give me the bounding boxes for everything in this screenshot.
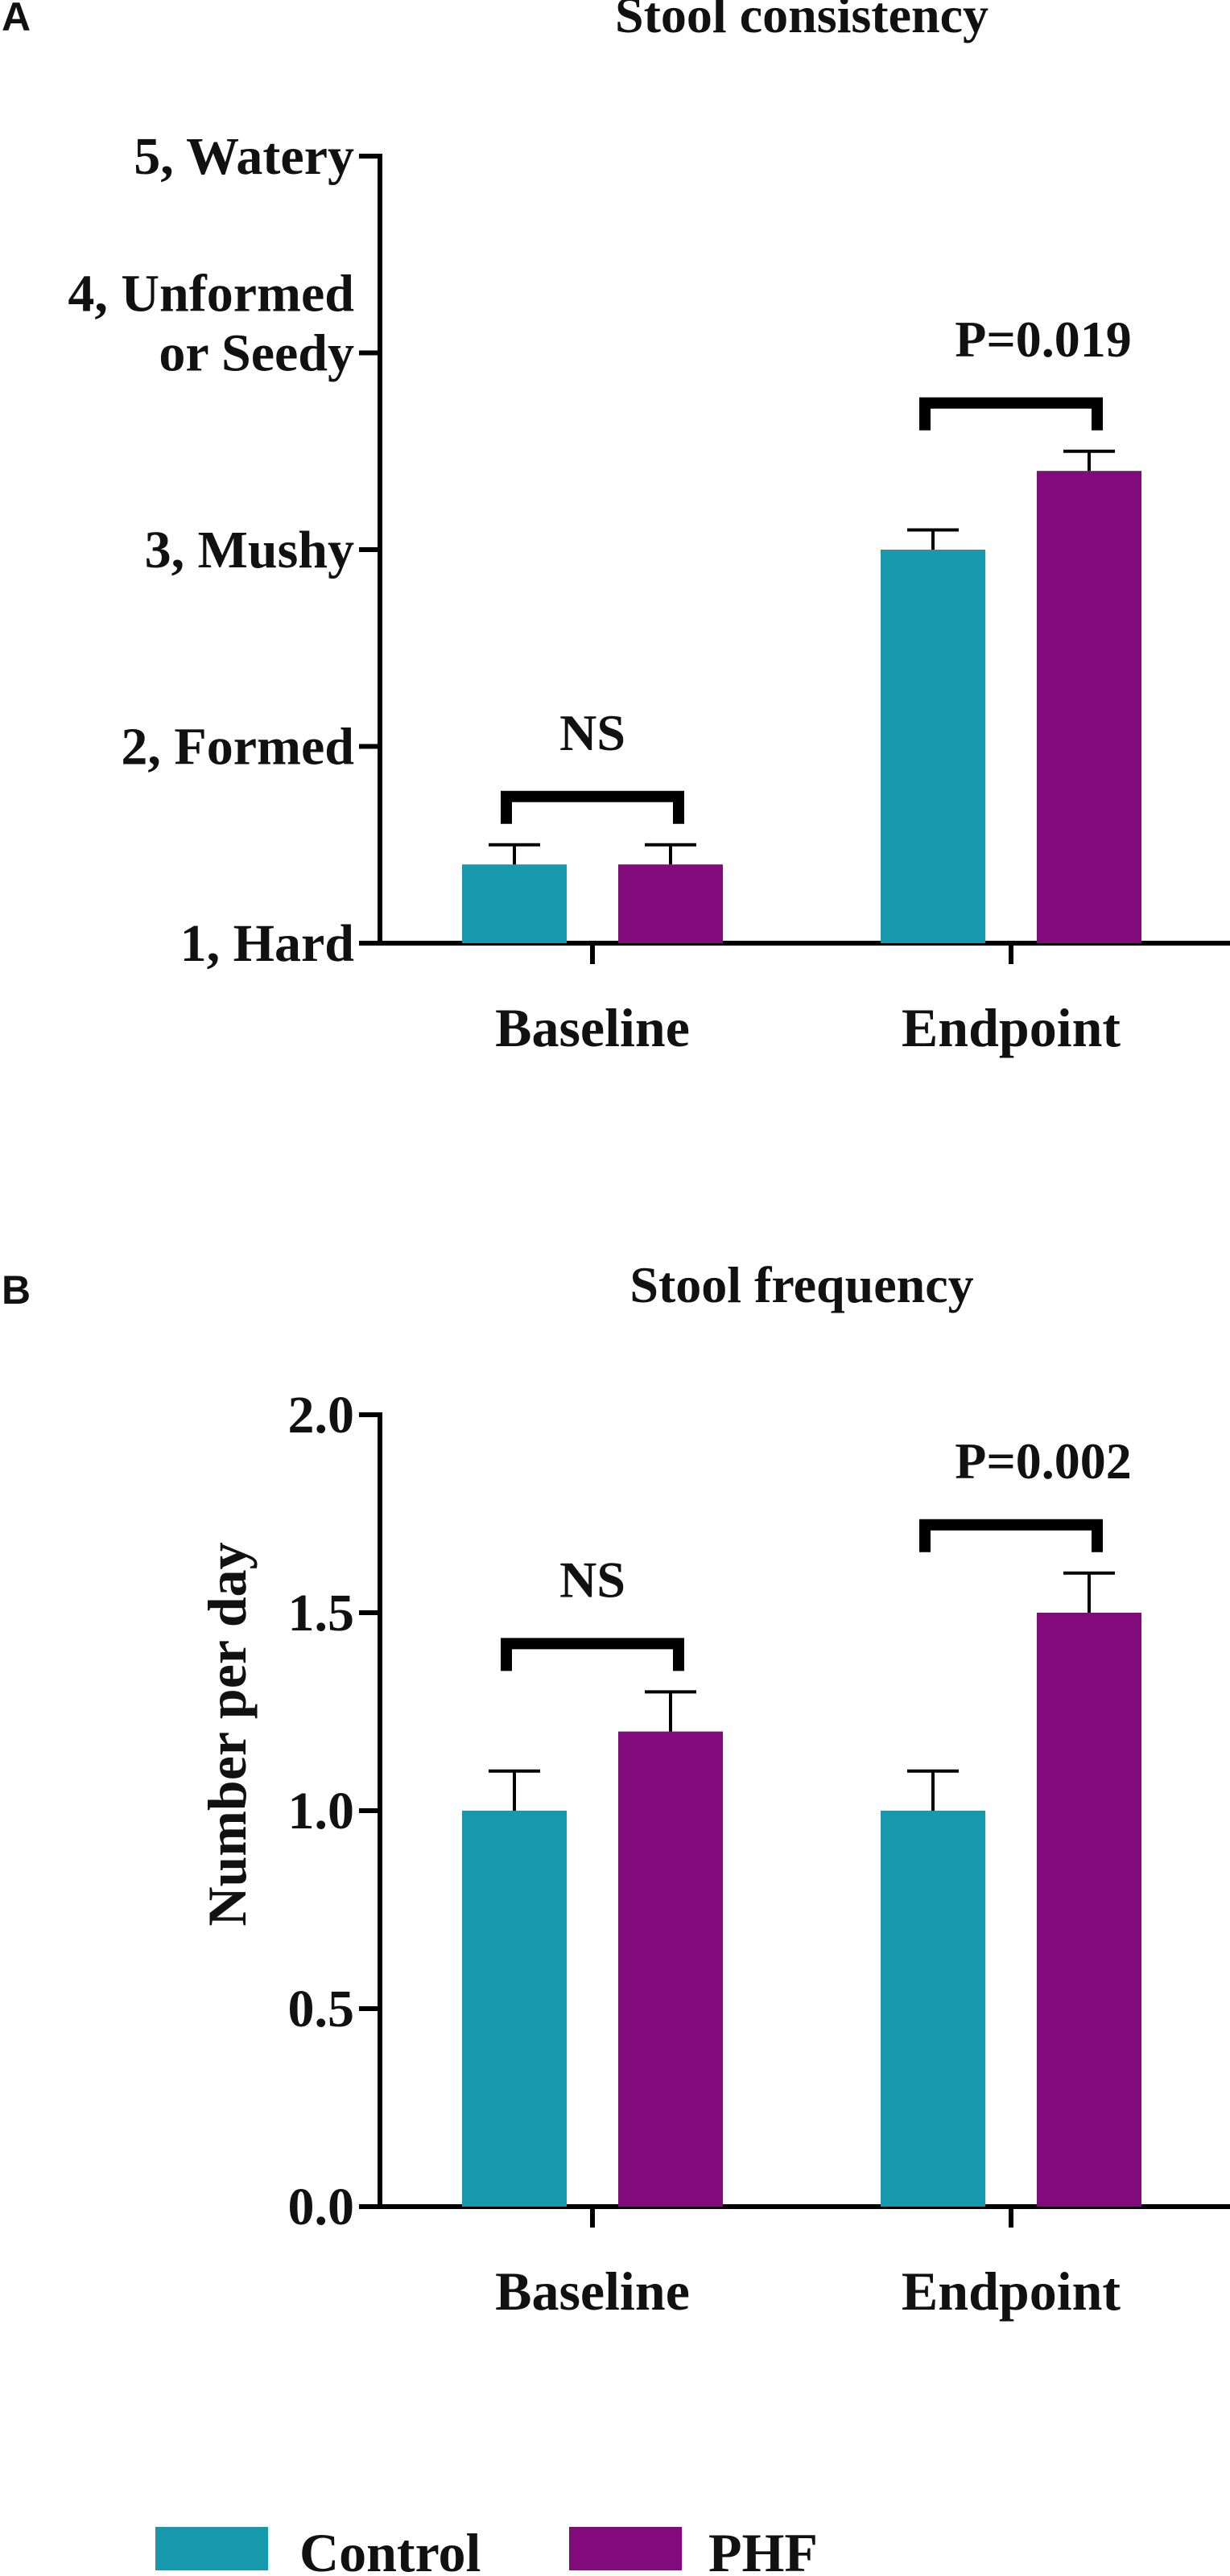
significance-bracket-a	[919, 397, 1103, 431]
y-tick-label-a: 2, Formed	[121, 718, 354, 777]
legend-label-control: Control	[299, 2522, 481, 2576]
bar-control-baseline	[462, 864, 567, 943]
y-axis-label-b: Number per day	[196, 1542, 258, 1926]
significance-bracket-a	[501, 790, 684, 824]
significance-label-b: P=0.002	[955, 1432, 1132, 1490]
bar-control-endpoint	[881, 1811, 985, 2207]
y-tick-label-b: 0.5	[288, 1980, 355, 2038]
bar-phf-endpoint	[1037, 471, 1141, 943]
y-tick-label-b: 2.0	[288, 1386, 355, 1445]
y-tick-label-b: 1.5	[288, 1584, 355, 1642]
significance-bracket-b	[501, 1638, 684, 1671]
legend-swatch-control	[155, 2527, 268, 2570]
chart-title-b: Stool frequency	[629, 1256, 973, 1313]
y-tick-label-b: 0.0	[288, 2178, 355, 2236]
bar-phf-baseline	[618, 1731, 723, 2207]
x-tick-label-b: Baseline	[495, 2261, 690, 2322]
x-tick-label-a: Baseline	[495, 997, 690, 1058]
y-tick-label-a: or Seedy	[159, 324, 354, 383]
x-tick-label-b: Endpoint	[902, 2261, 1121, 2322]
bar-phf-endpoint	[1037, 1613, 1141, 2207]
bar-control-endpoint	[881, 550, 985, 943]
y-tick-label-a: 3, Mushy	[145, 521, 354, 579]
significance-label-a: P=0.019	[955, 311, 1132, 368]
legend-label-phf: PHF	[708, 2522, 818, 2576]
legend: Control PHF	[155, 2522, 818, 2576]
y-tick-label-b: 1.0	[288, 1782, 355, 1840]
y-tick-label-a: 5, Watery	[134, 127, 354, 186]
legend-swatch-phf	[569, 2527, 682, 2570]
y-tick-label-a: 4, Unformed	[68, 265, 354, 324]
y-tick-label-a: 1, Hard	[180, 914, 354, 973]
significance-label-a: NS	[559, 704, 625, 761]
chart-title-a: Stool consistency	[615, 0, 989, 43]
significance-bracket-b	[919, 1519, 1103, 1552]
bar-phf-baseline	[618, 864, 723, 943]
panel-b: B Stool frequency Number per day 0.0 0.5 1…	[2, 1256, 1230, 2322]
panel-letter-b: B	[2, 1267, 31, 1313]
panel-a: A Stool consistency 1, Hard 2, Formed 3, M…	[2, 0, 1230, 1058]
x-tick-label-a: Endpoint	[902, 997, 1121, 1058]
panel-letter-a: A	[2, 0, 31, 39]
significance-label-b: NS	[559, 1551, 625, 1608]
bar-control-baseline	[462, 1811, 567, 2207]
